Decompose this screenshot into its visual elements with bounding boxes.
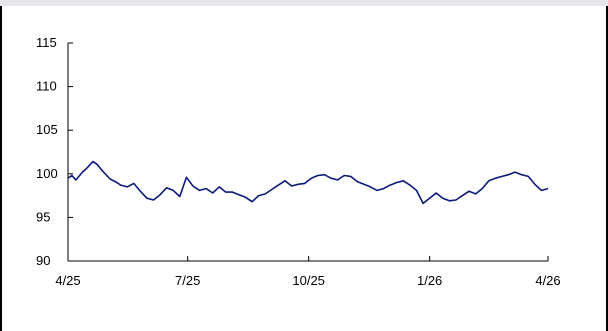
x-tick-label: 10/25	[292, 273, 325, 288]
y-tick-label: 110	[36, 79, 57, 94]
frame-right-border	[606, 6, 608, 331]
chart-plot-area	[67, 160, 549, 205]
frame-left-border	[0, 6, 2, 331]
x-tick-label: 7/25	[175, 273, 200, 288]
x-tick-label: 4/26	[535, 273, 560, 288]
top-bar	[0, 0, 608, 6]
x-tick-label: 1/26	[417, 273, 442, 288]
y-tick-label: 95	[36, 209, 50, 224]
x-tick-label: 4/25	[55, 273, 80, 288]
y-tick-label: 105	[36, 122, 58, 137]
y-tick-label: 115	[36, 35, 57, 50]
chart-axes: 90 95 100 105 110 115 4/25 7/25 10/25 1/26 4/26	[36, 35, 561, 288]
y-tick-label: 100	[36, 166, 58, 181]
series-line	[67, 160, 549, 205]
y-tick-label: 90	[36, 253, 50, 268]
